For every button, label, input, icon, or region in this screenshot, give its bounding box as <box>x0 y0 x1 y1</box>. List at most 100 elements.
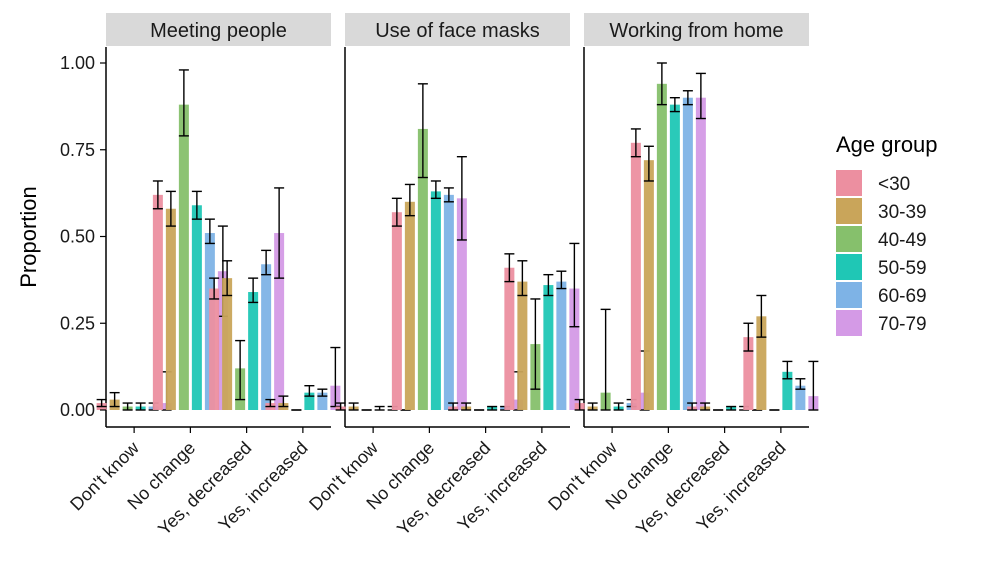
error-bar <box>335 402 346 411</box>
bar <box>178 104 189 410</box>
error-bar <box>109 391 120 408</box>
legend-label: 50-59 <box>878 258 927 279</box>
bar <box>274 233 285 410</box>
error-bar <box>235 339 246 401</box>
error-bar <box>178 69 189 137</box>
bar <box>404 201 415 410</box>
bar <box>743 337 754 410</box>
legend-label: 70-79 <box>878 314 927 335</box>
legend-label: 30-39 <box>878 202 927 223</box>
error-bar <box>782 360 793 380</box>
legend-swatch <box>836 226 862 252</box>
bar <box>191 205 202 410</box>
y-tick-label: 1.00 <box>60 53 95 73</box>
error-bar <box>630 128 641 158</box>
error-bar <box>261 249 272 276</box>
facet-strip <box>345 13 570 46</box>
error-bar <box>456 155 467 241</box>
y-tick-label: 0.00 <box>60 400 95 420</box>
bar <box>682 97 693 410</box>
facet-strip-label: Working from home <box>609 20 783 42</box>
error-bar <box>569 242 580 328</box>
error-bar <box>795 378 806 390</box>
error-bar <box>265 398 276 408</box>
error-bar <box>152 180 163 210</box>
legend-label: 60-69 <box>878 286 927 307</box>
error-bar <box>204 218 215 245</box>
bar <box>517 281 528 410</box>
legend-label: <30 <box>878 174 910 195</box>
error-bar <box>517 260 528 297</box>
error-bar <box>165 190 176 227</box>
error-bar <box>656 62 667 106</box>
error-bar <box>278 395 289 408</box>
error-bar <box>743 322 754 352</box>
legend-swatch <box>836 254 862 280</box>
error-bar <box>613 402 624 411</box>
error-bar <box>669 96 680 113</box>
error-bar <box>726 405 737 411</box>
bar <box>165 208 176 410</box>
bar <box>669 104 680 410</box>
error-bar <box>756 294 767 338</box>
error-bar <box>556 270 567 290</box>
error-bar <box>404 183 415 217</box>
error-bar <box>695 72 706 120</box>
error-bar <box>587 402 598 411</box>
error-bar <box>374 405 385 411</box>
error-bar <box>574 398 585 411</box>
bar <box>756 316 767 410</box>
error-bar <box>682 90 693 106</box>
bar <box>261 264 272 410</box>
error-bar <box>391 197 402 227</box>
bar <box>222 278 233 410</box>
error-bar <box>317 388 328 397</box>
bar <box>656 83 667 410</box>
error-bar <box>700 402 711 411</box>
y-tick-label: 0.50 <box>60 227 95 247</box>
error-bar <box>487 405 498 411</box>
bar <box>569 288 580 410</box>
bar <box>543 285 554 410</box>
legend-swatch <box>836 282 862 308</box>
error-bar <box>461 402 472 411</box>
bar <box>556 281 567 410</box>
facet-strip-label: Use of face masks <box>375 20 540 42</box>
error-bar <box>600 308 611 411</box>
bar <box>630 142 641 410</box>
legend-label: 40-49 <box>878 230 927 251</box>
bar <box>317 392 328 410</box>
facet-strip <box>106 13 331 46</box>
error-bar <box>808 360 819 411</box>
legend-title: Age group <box>836 132 938 157</box>
error-bar <box>530 298 541 390</box>
error-bar <box>348 402 359 411</box>
error-bar <box>135 402 146 411</box>
y-axis: 0.00 0.25 0.50 0.75 1.00 <box>60 53 106 420</box>
error-bar <box>443 187 454 203</box>
error-bar <box>96 398 107 408</box>
facet-strip <box>584 13 809 46</box>
error-bar <box>430 180 441 200</box>
bar <box>456 198 467 410</box>
bar <box>248 292 259 410</box>
legend-swatch <box>836 198 862 224</box>
bar <box>782 371 793 410</box>
bar <box>795 385 806 410</box>
error-bar <box>643 145 654 182</box>
error-bar <box>417 83 428 179</box>
error-bar <box>222 260 233 297</box>
error-bar <box>543 273 554 297</box>
bar <box>304 392 315 410</box>
error-bar <box>248 277 259 304</box>
bar <box>209 288 220 410</box>
bar <box>695 97 706 410</box>
bar <box>443 194 454 410</box>
error-bar <box>687 402 698 411</box>
error-bar <box>191 190 202 220</box>
